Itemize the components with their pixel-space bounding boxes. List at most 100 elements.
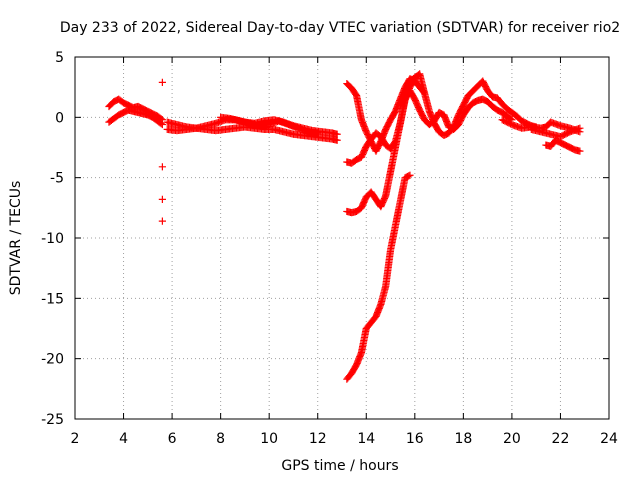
data-point	[374, 143, 382, 151]
data-point	[479, 77, 487, 85]
data-point	[556, 133, 565, 141]
data-point	[381, 193, 389, 201]
data-point	[378, 200, 386, 208]
data-point	[502, 118, 510, 126]
data-point	[357, 153, 366, 161]
data-point	[358, 152, 366, 160]
data-point	[463, 94, 471, 102]
x-tick-label: 16	[406, 431, 424, 447]
data-point	[358, 202, 366, 211]
grid-lines	[75, 57, 609, 419]
y-tick-label: -15	[41, 291, 64, 307]
x-tick-label: 8	[216, 431, 225, 447]
data-point	[382, 124, 390, 132]
data-point	[158, 195, 166, 203]
data-point	[419, 113, 427, 121]
data-point	[364, 132, 372, 140]
data-point	[411, 95, 419, 103]
data-point	[459, 103, 467, 111]
data-point	[506, 120, 515, 128]
data-point	[413, 99, 421, 107]
data-point	[414, 102, 422, 110]
x-tick-label: 20	[503, 431, 521, 447]
series-early-arc-B	[105, 106, 166, 129]
data-point	[479, 78, 488, 87]
data-point	[461, 97, 470, 105]
data-point	[457, 115, 465, 123]
data-point	[333, 130, 341, 138]
data-point	[314, 129, 322, 137]
data-point	[565, 128, 573, 137]
data-point	[561, 130, 569, 139]
data-point	[380, 196, 388, 204]
x-tick-label: 22	[552, 431, 570, 447]
y-tick-label: -5	[50, 171, 64, 187]
plot-frame	[74, 56, 610, 420]
data-point	[499, 116, 508, 125]
data-point	[377, 203, 385, 211]
data-point	[379, 198, 387, 207]
data-point	[462, 96, 470, 104]
y-tick-label: 0	[55, 110, 64, 126]
data-point	[363, 129, 371, 137]
series-evening-arc-C	[542, 136, 584, 155]
data-point	[576, 124, 584, 132]
x-tick-labels: 2 4 6 8 10 12 14 16 18 20 22 24	[71, 431, 618, 447]
x-tick-label: 18	[454, 431, 472, 447]
data-point	[414, 103, 423, 111]
data-point	[377, 201, 386, 209]
data-point	[481, 81, 489, 89]
data-point	[456, 116, 465, 125]
data-point	[454, 120, 463, 129]
y-tick-label: -20	[41, 352, 64, 368]
data-point	[373, 146, 381, 154]
y-axis-label: SDTVAR / TECUs	[8, 181, 24, 296]
data-point	[405, 172, 413, 180]
data-point	[383, 123, 391, 131]
x-tick-label: 2	[71, 431, 80, 447]
data-point	[418, 112, 427, 120]
x-tick-label: 4	[119, 431, 128, 447]
data-point	[359, 150, 367, 159]
data-point	[333, 136, 341, 144]
data-point	[158, 163, 166, 171]
data-point	[364, 130, 372, 139]
data-marks	[105, 70, 584, 383]
data-point	[360, 197, 369, 205]
data-point	[481, 83, 490, 91]
series-midday-arc-C	[217, 113, 322, 137]
data-point	[480, 80, 488, 88]
data-point	[501, 117, 509, 125]
chart-title: Day 233 of 2022, Sidereal Day-to-day VTE…	[60, 20, 620, 36]
series-steep-rise	[343, 171, 414, 383]
data-point	[362, 128, 370, 136]
series-afternoon-arc-B	[401, 87, 516, 133]
data-point	[360, 198, 368, 207]
data-point	[559, 131, 567, 139]
data-point	[384, 120, 393, 128]
data-point	[158, 217, 166, 225]
data-point	[352, 90, 360, 99]
data-point	[415, 105, 423, 113]
data-point	[411, 96, 420, 105]
data-point	[563, 129, 571, 137]
data-point	[498, 116, 506, 124]
data-point	[359, 201, 367, 209]
data-point	[375, 142, 383, 150]
data-point	[385, 118, 393, 127]
data-point	[417, 109, 425, 117]
data-point	[413, 101, 421, 109]
x-tick-label: 10	[260, 431, 278, 447]
data-point	[357, 204, 366, 212]
y-tick-label: -10	[41, 231, 64, 247]
data-point	[455, 119, 463, 127]
x-tick-label: 12	[309, 431, 327, 447]
y-tick-label: 5	[55, 50, 64, 66]
data-point	[482, 84, 490, 92]
data-point	[360, 146, 369, 154]
y-tick-label: -25	[41, 412, 64, 428]
data-point	[372, 147, 380, 155]
series-evening-arc-B	[527, 124, 584, 141]
data-point	[576, 147, 584, 155]
